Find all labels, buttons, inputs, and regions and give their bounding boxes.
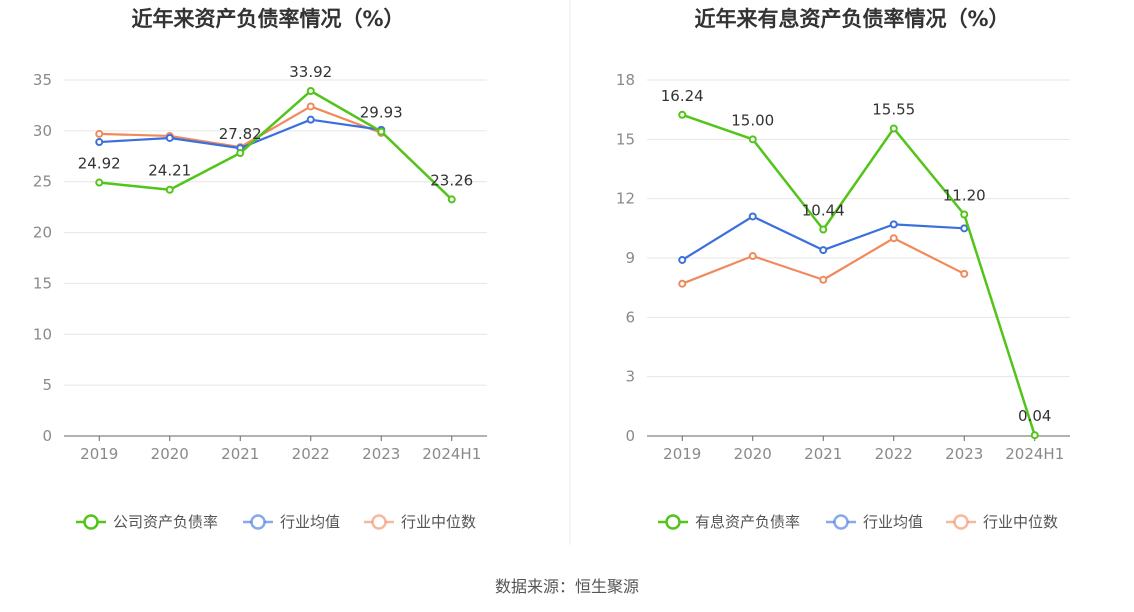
data-point [678, 110, 687, 119]
data-label: 15.00 [731, 111, 774, 129]
y-tick-label: 20 [33, 224, 52, 242]
data-point [960, 269, 969, 278]
data-point [447, 195, 456, 204]
data-label: 15.55 [872, 100, 915, 118]
y-tick-label: 15 [33, 274, 52, 292]
data-label: 23.26 [430, 171, 473, 189]
data-label: 27.82 [219, 125, 262, 143]
x-tick-label: 2021 [221, 445, 259, 463]
x-tick-label: 2022 [875, 445, 913, 463]
data-source-note: 数据来源：恒生聚源 [495, 577, 639, 596]
legend-item[interactable]: 行业均值 [826, 513, 923, 531]
legend-item[interactable]: 行业中位数 [364, 513, 476, 531]
legend-label: 行业均值 [280, 513, 340, 531]
data-point [678, 255, 687, 264]
data-label: 33.92 [289, 63, 332, 81]
data-point [748, 135, 757, 144]
chart-interest-bearing-ratio: 近年来有息资产负债率情况（%） 0 3 6 9 12 15 18 2019 2020 2021 202… [616, 7, 1070, 531]
y-tick-label: 6 [625, 308, 635, 326]
data-point [306, 102, 315, 111]
data-point [889, 220, 898, 229]
data-point [95, 129, 104, 138]
data-label: 11.20 [943, 186, 986, 204]
y-tick-label: 30 [33, 122, 52, 140]
data-point [95, 178, 104, 187]
data-point [819, 246, 828, 255]
x-tick-label: 2020 [151, 445, 189, 463]
data-label: 24.92 [78, 155, 121, 173]
data-point [1030, 431, 1039, 440]
legend-swatch-marker [83, 514, 99, 530]
legend-item[interactable]: 有息资产负债率 [658, 513, 800, 531]
legend-swatch-marker [953, 514, 969, 530]
data-point [889, 234, 898, 243]
chart-title: 近年来资产负债率情况（%） [131, 7, 404, 31]
data-point [748, 212, 757, 221]
data-point [960, 224, 969, 233]
data-point [95, 138, 104, 147]
y-tick-label: 12 [616, 190, 635, 208]
data-point [165, 133, 174, 142]
data-label: 24.21 [148, 162, 191, 180]
y-tick-label: 35 [33, 71, 52, 89]
legend-label: 行业均值 [863, 513, 923, 531]
data-point [306, 86, 315, 95]
legend-swatch-marker [665, 514, 681, 530]
y-tick-label: 0 [625, 427, 635, 445]
legend-item[interactable]: 行业中位数 [946, 513, 1058, 531]
y-tick-label: 10 [33, 325, 52, 343]
y-tick-label: 15 [616, 130, 635, 148]
legend-label: 有息资产负债率 [695, 513, 800, 531]
x-tick-label: 2024H1 [422, 445, 481, 463]
data-point [889, 124, 898, 133]
x-tick-label: 2020 [734, 445, 772, 463]
x-tick-label: 2024H1 [1005, 445, 1064, 463]
legend-item[interactable]: 行业均值 [243, 513, 340, 531]
legend-label: 行业中位数 [983, 513, 1058, 531]
y-tick-label: 0 [42, 427, 52, 445]
data-point [748, 252, 757, 261]
y-tick-label: 3 [625, 368, 635, 386]
x-tick-label: 2023 [945, 445, 983, 463]
data-point [165, 185, 174, 194]
y-tick-label: 9 [625, 249, 635, 267]
data-point [819, 225, 828, 234]
data-point [960, 210, 969, 219]
data-point [819, 275, 828, 284]
x-tick-label: 2022 [292, 445, 330, 463]
legend-label: 行业中位数 [401, 513, 476, 531]
x-tick-label: 2021 [804, 445, 842, 463]
data-point [678, 279, 687, 288]
data-label: 10.44 [802, 202, 845, 220]
legend-swatch-marker [250, 514, 266, 530]
x-tick-label: 2019 [80, 445, 118, 463]
data-point [377, 127, 386, 136]
legend-label: 公司资产负债率 [113, 513, 218, 531]
legend-swatch-marker [371, 514, 387, 530]
data-label: 29.93 [360, 104, 403, 122]
data-point [236, 149, 245, 158]
y-tick-label: 18 [616, 71, 635, 89]
data-point [306, 115, 315, 124]
data-label: 0.04 [1018, 407, 1051, 425]
data-label: 16.24 [661, 87, 704, 105]
y-tick-label: 25 [33, 173, 52, 191]
legend-item[interactable]: 公司资产负债率 [76, 513, 218, 531]
series-line-0 [681, 113, 1036, 436]
x-tick-label: 2019 [663, 445, 701, 463]
x-tick-label: 2023 [362, 445, 400, 463]
series-line-0 [99, 89, 453, 201]
legend-swatch-marker [833, 514, 849, 530]
y-tick-label: 5 [42, 376, 52, 394]
chart-title: 近年来有息资产负债率情况（%） [694, 7, 1009, 31]
chart-asset-liability-ratio: 近年来资产负债率情况（%） 0 5 10 15 20 25 30 35 2019 2020 2021 2… [33, 7, 487, 531]
